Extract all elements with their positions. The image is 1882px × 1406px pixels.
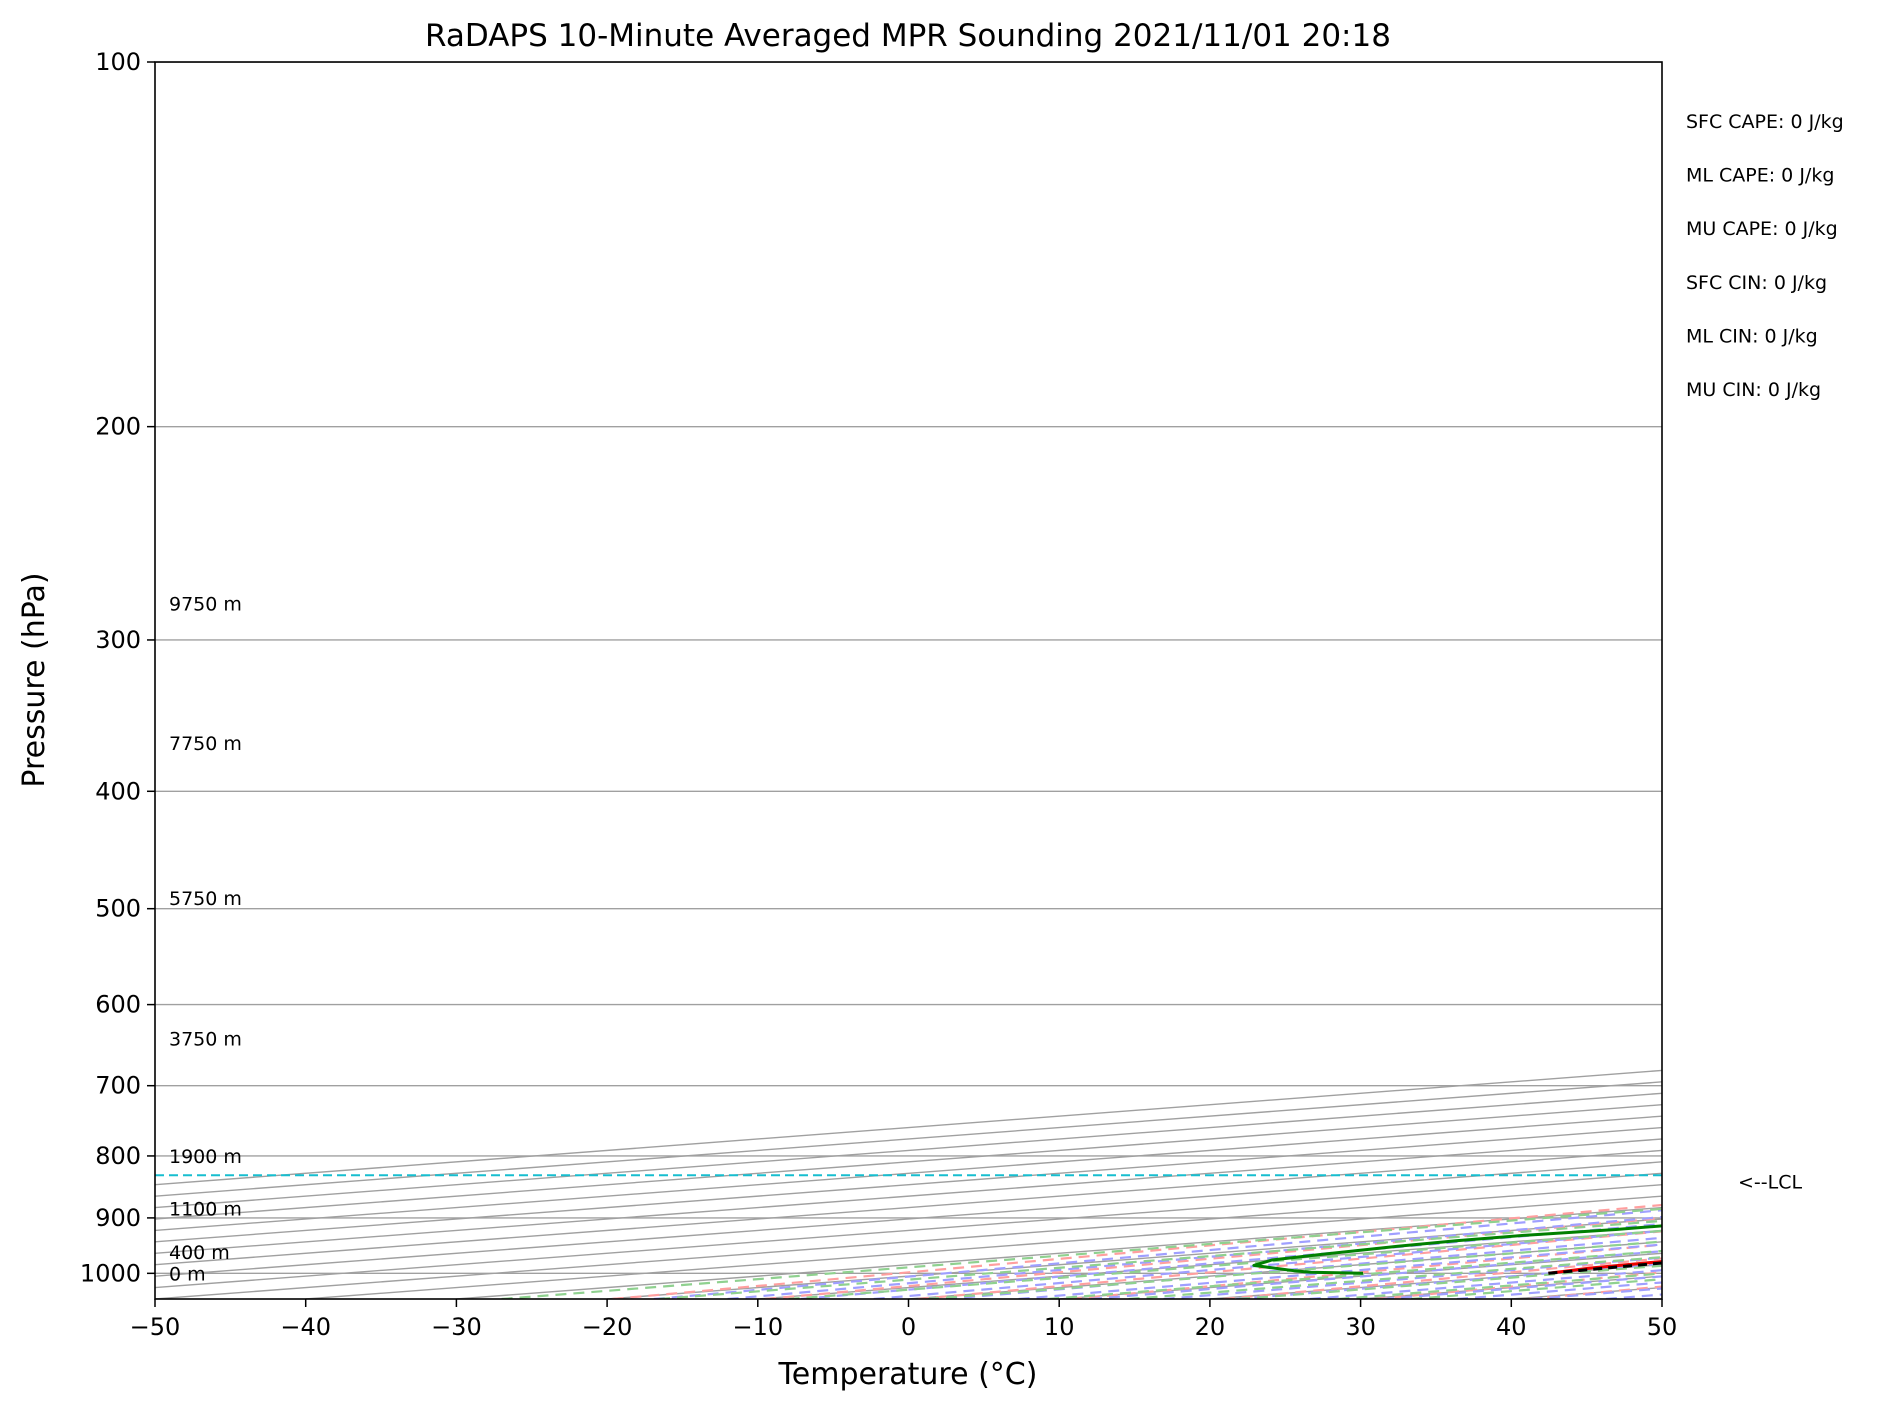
chart-title: RaDAPS 10-Minute Averaged MPR Sounding 2… <box>425 18 1391 54</box>
mixing-ratio-line <box>659 1219 1662 1299</box>
plot-frame <box>154 61 1663 1300</box>
x-tick-label: −40 <box>280 1313 331 1341</box>
y-tick-label: 1000 <box>80 1259 141 1287</box>
moist-adiabat-line <box>653 1209 1662 1299</box>
isotherm-line <box>155 1172 1662 1289</box>
isotherm-line <box>155 1126 1662 1243</box>
height-label: 1100 m <box>169 1198 242 1220</box>
moist-adiabat-line <box>1605 1293 1662 1299</box>
moist-adiabat-line <box>800 1222 1662 1299</box>
x-tick-label: −50 <box>130 1313 181 1341</box>
parcel-path-line <box>1548 1261 1662 1275</box>
y-tick-label: 600 <box>95 991 141 1019</box>
moist-adiabat-line <box>873 1229 1662 1299</box>
moist-adiabat-line <box>1383 1275 1662 1299</box>
dry-adiabat-line <box>612 1203 1662 1299</box>
y-tick-label: 100 <box>95 48 141 76</box>
isotherm-line <box>155 1138 1662 1254</box>
y-tick-label: 900 <box>95 1204 141 1232</box>
isotherm-line <box>155 1184 1662 1299</box>
moist-adiabat-line <box>1457 1281 1662 1299</box>
y-axis-label: Pressure (hPa) <box>17 572 52 787</box>
y-tick-label: 300 <box>95 626 141 654</box>
lcl-label: <--LCL <box>1738 1171 1802 1193</box>
dry-adiabat-line <box>1682 62 1882 1299</box>
dry-adiabat-line <box>1835 62 1882 1299</box>
y-tick-label: 200 <box>95 413 141 441</box>
isotherm-line <box>155 1069 1662 1186</box>
parameter-label: MU CIN: 0 J/kg <box>1686 379 1821 401</box>
y-axis-ticks: 100 200 300 400 500 600 700 800 900 1000 <box>80 48 155 1287</box>
x-tick-label: 10 <box>1044 1313 1075 1341</box>
y-tick-label: 400 <box>95 777 141 805</box>
y-tick-label: 800 <box>95 1142 141 1170</box>
isotherm-line <box>155 1161 1662 1277</box>
height-label: 7750 m <box>169 733 242 755</box>
isotherm-line <box>155 1115 1662 1232</box>
dry-adiabat-line <box>1070 1243 1662 1299</box>
isotherm-line <box>456 1206 1662 1299</box>
isotherm-line <box>757 1229 1662 1299</box>
parameter-list: SFC CAPE: 0 J/kg ML CAPE: 0 J/kg MU CAPE: … <box>1686 111 1844 401</box>
isotherm-line <box>1360 1275 1662 1299</box>
dry-adiabat-line <box>1376 1271 1662 1299</box>
height-label: 3750 m <box>169 1029 242 1051</box>
x-tick-label: 20 <box>1195 1313 1226 1341</box>
moist-adiabat-line <box>1163 1256 1662 1299</box>
x-axis-label: Temperature (°C) <box>778 1357 1038 1392</box>
height-label: 9750 m <box>169 594 242 616</box>
isotherm-line <box>1059 1252 1662 1299</box>
moist-adiabat-line <box>1236 1262 1662 1299</box>
temperature-line <box>1548 1260 1662 1275</box>
height-label: 400 m <box>169 1242 230 1264</box>
height-label: 5750 m <box>169 888 242 910</box>
isotherm-line <box>155 1092 1662 1209</box>
isotherm-line <box>155 1149 1662 1266</box>
parameter-label: SFC CIN: 0 J/kg <box>1686 272 1827 294</box>
mixing-ratio-line <box>1048 1249 1662 1299</box>
x-tick-label: 50 <box>1647 1313 1678 1341</box>
height-label: 0 m <box>169 1263 206 1285</box>
x-tick-label: −20 <box>582 1313 633 1341</box>
y-tick-label: 500 <box>95 895 141 923</box>
x-axis-ticks: −50 −40 −30 −20 −10 0 10 20 30 40 50 <box>130 1299 1678 1341</box>
isotherm-line <box>155 1081 1662 1197</box>
moist-adiabat-line <box>727 1215 1662 1299</box>
dewpoint-line <box>1252 1224 1662 1275</box>
x-tick-label: −10 <box>732 1313 783 1341</box>
parameter-label: ML CAPE: 0 J/kg <box>1686 165 1834 187</box>
moist-adiabat-line <box>1090 1250 1662 1299</box>
sounding-lines <box>155 1174 1662 1275</box>
dry-adiabat-line <box>1529 1285 1662 1299</box>
moist-adiabat-line <box>1018 1243 1662 1299</box>
moist-adiabat-line <box>1531 1287 1662 1299</box>
isotherm-line <box>1511 1286 1662 1299</box>
parameter-label: MU CAPE: 0 J/kg <box>1686 218 1838 240</box>
height-label: 1900 m <box>169 1146 242 1168</box>
x-tick-label: 30 <box>1345 1313 1376 1341</box>
x-tick-label: −30 <box>431 1313 482 1341</box>
x-tick-label: 40 <box>1496 1313 1527 1341</box>
background-lines <box>155 62 1882 1299</box>
y-tick-label: 700 <box>95 1072 141 1100</box>
parameter-label: ML CIN: 0 J/kg <box>1686 325 1818 347</box>
parameter-label: SFC CAPE: 0 J/kg <box>1686 111 1844 133</box>
dry-adiabat-line <box>765 1216 1662 1299</box>
isotherm-line <box>1661 1298 1662 1299</box>
isotherm-line <box>155 1104 1662 1220</box>
x-tick-label: 0 <box>901 1313 916 1341</box>
